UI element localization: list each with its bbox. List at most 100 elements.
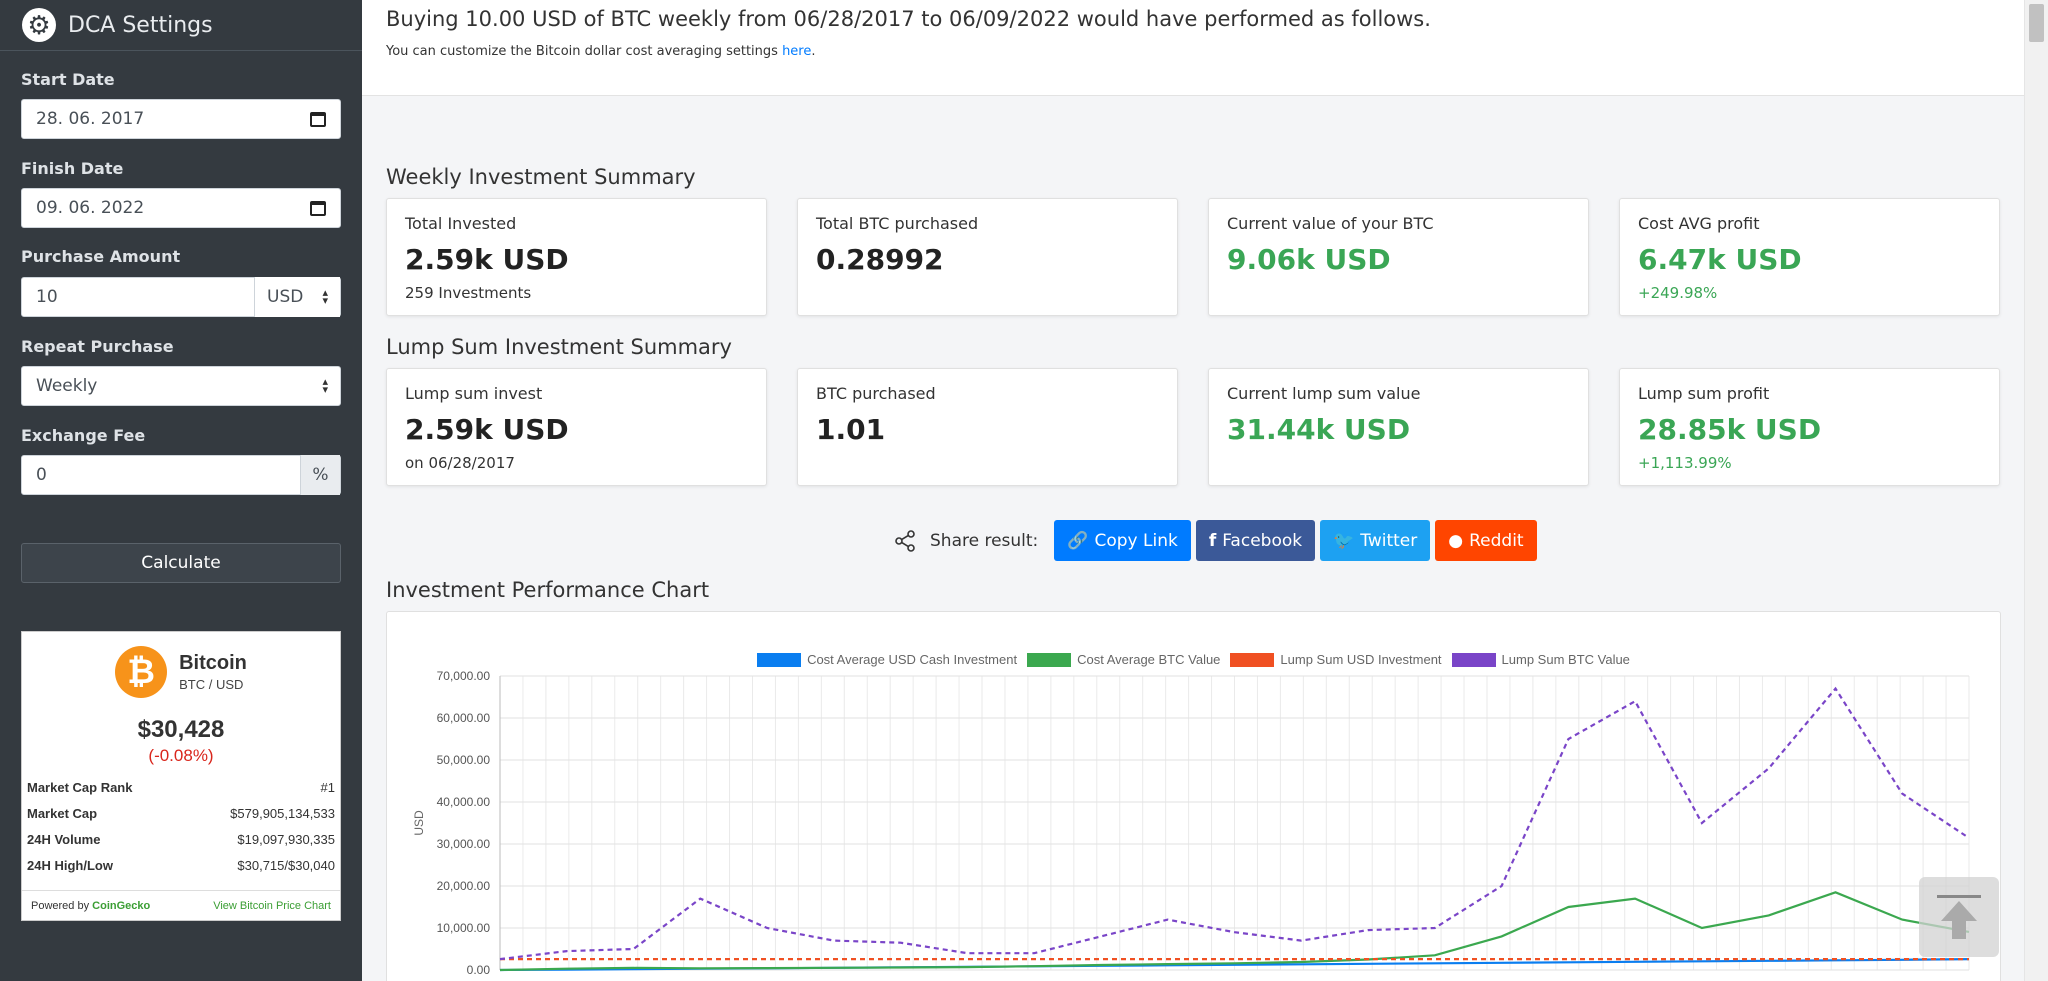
card-label: Total Invested: [405, 214, 517, 233]
select-arrows-icon: ▴ ▾: [322, 286, 328, 307]
coin-stat-value: $30,715/$30,040: [237, 857, 335, 873]
card-subvalue: +1,113.99%: [1638, 454, 1732, 472]
y-tick-label: 10,000.00: [437, 921, 491, 935]
y-tick-label: 50,000.00: [437, 753, 491, 767]
twitter-icon: 🐦: [1333, 530, 1355, 551]
legend-swatch: [1451, 652, 1496, 667]
scrollbar-thumb[interactable]: [2029, 4, 2044, 42]
exchange-fee-group: 0 %: [21, 455, 341, 495]
legend-label: Cost Average BTC Value: [1077, 652, 1221, 667]
share-button-label: Facebook: [1222, 530, 1303, 551]
currency-value: USD: [267, 287, 304, 307]
lump-card: Current lump sum value 31.44k USD: [1208, 368, 1589, 486]
performance-chart-card: Cost Average USD Cash Investment Cost Ave…: [386, 611, 2001, 981]
coin-stat-key: Market Cap: [27, 805, 98, 821]
exchange-fee-label: Exchange Fee: [21, 426, 146, 445]
repeat-purchase-select[interactable]: Weekly ▴ ▾: [21, 366, 341, 406]
lump-card: Lump sum invest 2.59k USD on 06/28/2017: [386, 368, 767, 486]
legend-swatch: [757, 652, 802, 667]
dca-settings-sidebar: ⚙ DCA Settings Start Date 28. 06. 2017 F…: [0, 0, 362, 981]
legend-item[interactable]: Lump Sum USD Investment: [1230, 652, 1442, 667]
intro-subtext: You can customize the Bitcoin dollar cos…: [386, 44, 816, 59]
coin-pair: BTC / USD: [179, 677, 244, 692]
intro-card: Buying 10.00 USD of BTC weekly from 06/2…: [362, 0, 2024, 96]
coin-stat-row: Market Cap Rank #1: [27, 774, 335, 800]
coin-price-widget: ₿ Bitcoin BTC / USD $30,428 (-0.08%) Mar…: [21, 631, 341, 921]
card-value: 28.85k USD: [1638, 413, 1822, 446]
vertical-scrollbar[interactable]: [2024, 0, 2048, 981]
repeat-purchase-label: Repeat Purchase: [21, 337, 174, 356]
card-value: 1.01: [816, 413, 886, 446]
coin-change: (-0.08%): [148, 746, 214, 765]
card-label: Lump sum invest: [405, 384, 543, 403]
card-label: BTC purchased: [816, 384, 936, 403]
card-value: 0.28992: [816, 243, 944, 276]
facebook-icon: f: [1208, 530, 1217, 551]
card-value: 2.59k USD: [405, 413, 569, 446]
y-tick-label: 20,000.00: [437, 879, 491, 893]
currency-select[interactable]: USD ▴ ▾: [254, 277, 340, 317]
reddit-button[interactable]: ● Reddit: [1435, 520, 1537, 561]
series-line: [499, 686, 1970, 961]
card-value: 9.06k USD: [1227, 243, 1391, 276]
card-value: 31.44k USD: [1227, 413, 1411, 446]
link-icon: 🔗: [1067, 530, 1089, 551]
card-value: 6.47k USD: [1638, 243, 1802, 276]
y-tick-label: 60,000.00: [437, 711, 491, 725]
gear-icon: ⚙: [22, 8, 56, 42]
weekly-card: Cost AVG profit 6.47k USD +249.98%: [1619, 198, 2000, 316]
weekly-card: Current value of your BTC 9.06k USD: [1208, 198, 1589, 316]
exchange-fee-input[interactable]: 0: [36, 465, 47, 485]
card-label: Current value of your BTC: [1227, 214, 1434, 233]
card-label: Cost AVG profit: [1638, 214, 1760, 233]
customize-link[interactable]: here: [782, 44, 812, 59]
coin-price: $30,428: [137, 716, 225, 743]
performance-chart: 0.00 10,000.00 20,000.00 30,000.00 40,000.00…: [412, 669, 1970, 977]
legend-swatch: [1027, 652, 1072, 667]
powered-by: Powered by CoinGecko: [31, 899, 151, 912]
coin-stat-key: 24H High/Low: [27, 857, 113, 873]
legend-item[interactable]: Lump Sum BTC Value: [1451, 652, 1630, 667]
sidebar-header: ⚙ DCA Settings: [0, 0, 362, 51]
reddit-icon: ●: [1448, 530, 1464, 551]
share-label: Share result:: [930, 530, 1039, 551]
share-button-label: Copy Link: [1094, 530, 1178, 551]
weekly-summary-title: Weekly Investment Summary: [386, 165, 696, 189]
card-label: Total BTC purchased: [816, 214, 979, 233]
purchase-amount-input[interactable]: 10: [36, 287, 58, 307]
legend-item[interactable]: Cost Average BTC Value: [1027, 652, 1220, 667]
coin-stat-row: 24H High/Low $30,715/$30,040: [27, 852, 335, 878]
facebook-button[interactable]: f Facebook: [1195, 520, 1316, 561]
card-subvalue: on 06/28/2017: [405, 454, 515, 472]
coin-name: Bitcoin: [179, 652, 247, 674]
sidebar-title: DCA Settings: [68, 12, 213, 38]
bitcoin-logo-icon: ₿: [115, 646, 168, 698]
y-tick-label: 70,000.00: [437, 669, 491, 683]
finish-date-value: 09. 06. 2022: [36, 198, 145, 218]
chart-section-title: Investment Performance Chart: [386, 578, 710, 602]
start-date-value: 28. 06. 2017: [36, 109, 145, 129]
twitter-button[interactable]: 🐦 Twitter: [1320, 520, 1431, 561]
chart-legend: Cost Average USD Cash Investment Cost Ave…: [387, 652, 2000, 667]
calculate-button[interactable]: Calculate: [21, 543, 341, 583]
repeat-purchase-value: Weekly: [36, 376, 98, 396]
select-arrows-icon: ▴ ▾: [322, 375, 328, 396]
card-value: 2.59k USD: [405, 243, 569, 276]
copy-link-button[interactable]: 🔗 Copy Link: [1054, 520, 1191, 561]
finish-date-input[interactable]: 09. 06. 2022: [21, 188, 341, 228]
coin-stats: Market Cap Rank #1 Market Cap $579,905,134,…: [22, 774, 340, 878]
legend-label: Cost Average USD Cash Investment: [807, 652, 1018, 667]
scroll-to-top-button[interactable]: [1919, 877, 1999, 957]
view-price-chart-link[interactable]: View Bitcoin Price Chart: [213, 899, 331, 912]
percent-addon: %: [300, 455, 340, 495]
purchase-amount-label: Purchase Amount: [21, 247, 181, 266]
lump-summary-title: Lump Sum Investment Summary: [386, 335, 732, 359]
coingecko-link[interactable]: CoinGecko: [92, 899, 151, 912]
start-date-input[interactable]: 28. 06. 2017: [21, 99, 341, 139]
calendar-icon[interactable]: [310, 200, 326, 216]
calendar-icon[interactable]: [310, 111, 326, 127]
coin-widget-footer: Powered by CoinGecko View Bitcoin Price …: [22, 890, 340, 920]
legend-item[interactable]: Cost Average USD Cash Investment: [757, 652, 1017, 667]
y-tick-label: 40,000.00: [437, 795, 491, 809]
card-subvalue: +249.98%: [1638, 284, 1718, 302]
